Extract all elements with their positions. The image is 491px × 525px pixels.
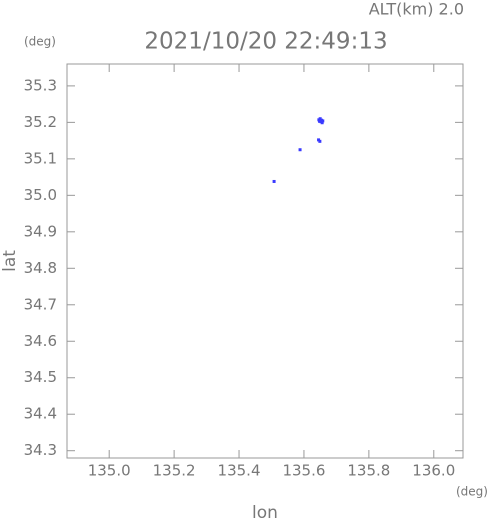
y-tick-label: 35.1 — [24, 149, 57, 167]
altitude-label: ALT(km) 2.0 — [369, 0, 464, 19]
y-tick-label: 34.6 — [24, 332, 57, 350]
x-tick-label: 135.8 — [347, 462, 390, 480]
y-unit: (deg) — [24, 35, 56, 49]
y-tick-label: 34.4 — [24, 405, 57, 423]
y-tick-label: 34.5 — [24, 368, 57, 386]
point — [318, 139, 322, 143]
y-tick-label: 35.0 — [24, 186, 57, 204]
y-axis-label: lat — [0, 250, 20, 272]
x-axis-label: lon — [252, 503, 278, 521]
point — [320, 121, 324, 125]
chart-title: 2021/10/20 22:49:13 — [144, 29, 387, 55]
x-unit: (deg) — [456, 485, 488, 499]
y-tick-label: 35.3 — [24, 76, 57, 94]
point — [318, 119, 322, 123]
x-tick-label: 135.0 — [88, 462, 131, 480]
x-tick-label: 135.4 — [218, 462, 261, 480]
point — [298, 148, 302, 152]
plot-frame — [66, 63, 464, 459]
y-tick-label: 34.7 — [24, 295, 57, 313]
x-tick-label: 136.0 — [412, 462, 455, 480]
x-tick-label: 135.2 — [153, 462, 196, 480]
y-tick-label: 34.3 — [24, 441, 57, 459]
y-tick-label: 34.9 — [24, 222, 57, 240]
y-tick-label: 34.8 — [24, 259, 57, 277]
point — [321, 119, 325, 123]
x-tick-label: 135.6 — [282, 462, 325, 480]
y-tick-label: 35.2 — [24, 113, 57, 131]
point — [272, 179, 276, 183]
